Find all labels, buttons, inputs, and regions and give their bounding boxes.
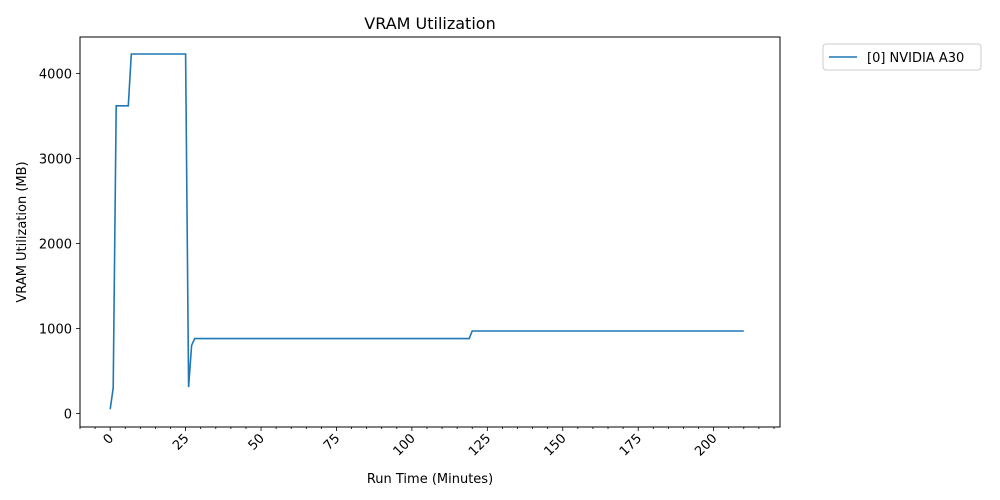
- legend-label: [0] NVIDIA A30: [867, 51, 964, 66]
- y-tick-label: 1000: [39, 322, 72, 337]
- legend: [0] NVIDIA A30: [822, 43, 982, 71]
- x-tick-label: 200: [692, 431, 720, 459]
- y-tick-label: 0: [64, 407, 72, 422]
- y-tick-label: 4000: [39, 68, 72, 83]
- plot-frame: [79, 36, 781, 428]
- x-tick-label: 0: [101, 431, 117, 447]
- y-axis-title: VRAM Utilization (MB): [15, 161, 30, 302]
- x-tick-label: 25: [170, 431, 192, 453]
- y-axis-ticks: 0 1000 2000 3000 4000: [39, 68, 80, 422]
- x-tick-label: 100: [391, 431, 419, 459]
- x-axis-title: Run Time (Minutes): [367, 472, 493, 487]
- y-tick-label: 3000: [39, 153, 72, 168]
- chart-title: VRAM Utilization: [364, 14, 495, 33]
- series-line-nvidia-a30: [109, 53, 744, 410]
- x-tick-label: 125: [466, 431, 494, 459]
- x-axis-ticks: 0 25 50 75 100 125 150 175 200: [79, 427, 775, 459]
- x-tick-label: 75: [321, 431, 343, 453]
- x-tick-label: 50: [246, 431, 268, 453]
- x-tick-label: 175: [617, 431, 645, 459]
- legend-box: [822, 43, 982, 71]
- x-tick-label: 150: [541, 431, 569, 459]
- y-tick-label: 2000: [39, 237, 72, 252]
